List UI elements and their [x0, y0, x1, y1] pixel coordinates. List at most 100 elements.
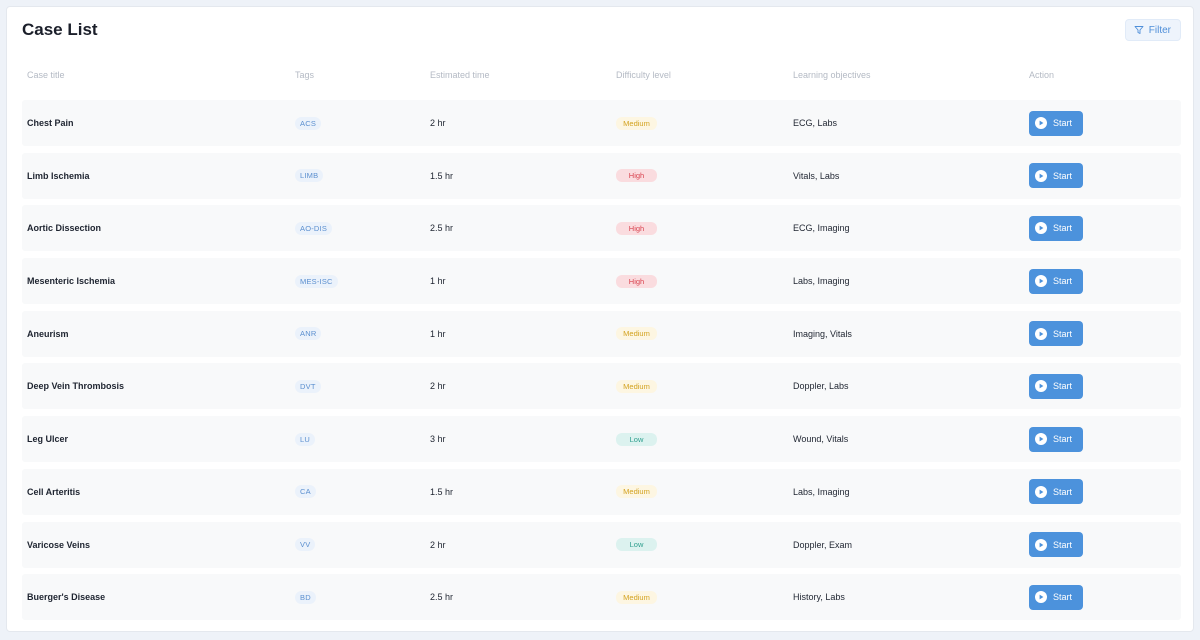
start-button[interactable]: Start [1029, 479, 1083, 505]
play-circle-icon [1035, 591, 1047, 604]
start-button-label: Start [1053, 434, 1073, 445]
table-row: Mesenteric Ischemia MES-ISC 1 hr High La… [22, 258, 1181, 305]
action-cell: Start [1024, 321, 1181, 347]
difficulty-cell: Medium [611, 590, 788, 604]
start-button-label: Start [1053, 539, 1073, 550]
estimated-time: 2.5 hr [430, 223, 454, 234]
tag-cell: ACS [290, 116, 425, 130]
learning-objectives: Labs, Imaging [793, 276, 850, 287]
play-circle-icon [1035, 169, 1047, 182]
case-title: Mesenteric Ischemia [27, 276, 116, 287]
start-button[interactable]: Start [1029, 584, 1083, 610]
estimated-time: 1.5 hr [430, 170, 454, 181]
learning-objectives: History, Labs [793, 592, 845, 603]
case-title: Chest Pain [27, 118, 74, 128]
table-row: Cell Arteritis CA 1.5 hr Medium Labs, Im… [22, 468, 1181, 515]
play-circle-icon [1035, 275, 1047, 288]
table-row: Chest Pain ACS 2 hr Medium ECG, Labs Sta… [22, 100, 1181, 146]
difficulty-badge: Medium [616, 116, 657, 130]
start-button[interactable]: Start [1029, 532, 1083, 557]
filter-button-label: Filter [1148, 24, 1171, 36]
table-header: Case title Tags Estimated time Difficult… [22, 63, 1181, 87]
tag-cell: DVT [290, 379, 425, 393]
case-list-panel: Case List Filter Case title Tags Estimat… [6, 6, 1194, 632]
difficulty-cell: Medium [611, 379, 788, 393]
filter-button[interactable]: Filter [1124, 19, 1181, 41]
difficulty-badge: High [616, 169, 657, 183]
case-tag: LIMB [295, 169, 324, 183]
start-button[interactable]: Start [1029, 373, 1083, 399]
difficulty-badge: Medium [616, 590, 657, 604]
start-button[interactable]: Start [1029, 110, 1083, 136]
case-title: Varicose Veins [27, 539, 91, 550]
difficulty-cell: High [611, 274, 788, 288]
column-header-action: Action [1029, 70, 1055, 80]
tag-cell: VV [290, 538, 425, 551]
estimated-time: 1 hr [430, 328, 446, 339]
learning-objectives: Doppler, Exam [793, 539, 853, 550]
learning-objectives: Doppler, Labs [793, 381, 849, 392]
difficulty-cell: Low [611, 432, 788, 446]
learning-objectives: ECG, Labs [793, 118, 838, 128]
column-header-difficulty-level: Difficulty level [616, 70, 671, 80]
tag-cell: LU [290, 432, 425, 446]
difficulty-cell: Low [611, 538, 788, 551]
learning-objectives: Labs, Imaging [793, 486, 850, 497]
case-tag: AO-DIS [295, 221, 333, 235]
estimated-time: 1.5 hr [430, 486, 454, 497]
start-button-label: Start [1053, 592, 1073, 603]
page-title: Case List [22, 20, 98, 39]
play-circle-icon [1035, 117, 1047, 129]
start-button[interactable]: Start [1029, 321, 1083, 347]
difficulty-cell: High [611, 221, 788, 235]
estimated-time: 3 hr [430, 434, 446, 445]
difficulty-badge: High [616, 221, 657, 235]
start-button[interactable]: Start [1029, 426, 1083, 452]
case-tag: MES-ISC [295, 274, 338, 288]
action-cell: Start [1024, 532, 1181, 557]
action-cell: Start [1024, 426, 1181, 452]
table-row: Limb Ischemia LIMB 1.5 hr High Vitals, L… [22, 152, 1181, 199]
difficulty-badge: High [616, 274, 657, 288]
table-row: Buerger's Disease BD 2.5 hr Medium Histo… [22, 574, 1181, 621]
learning-objectives: Wound, Vitals [793, 434, 849, 445]
table-row: Varicose Veins VV 2 hr Low Doppler, Exam… [22, 521, 1181, 568]
start-button[interactable]: Start [1029, 268, 1083, 294]
start-button-label: Start [1053, 170, 1073, 181]
play-circle-icon [1035, 433, 1047, 446]
column-header-tags: Tags [295, 70, 315, 80]
difficulty-cell: Medium [611, 116, 788, 130]
start-button[interactable]: Start [1029, 163, 1083, 189]
filter-icon [1134, 25, 1144, 35]
tag-cell: MES-ISC [290, 274, 425, 288]
start-button-label: Start [1053, 381, 1073, 392]
difficulty-badge: Low [616, 538, 657, 551]
difficulty-cell: High [611, 169, 788, 183]
case-tag: CA [295, 485, 316, 499]
play-circle-icon [1035, 380, 1047, 393]
play-circle-icon [1035, 222, 1047, 235]
start-button-label: Start [1053, 486, 1073, 497]
play-circle-icon [1035, 538, 1047, 551]
play-circle-icon [1035, 485, 1047, 498]
case-title: Aneurism [27, 328, 69, 339]
difficulty-badge: Low [616, 432, 657, 446]
learning-objectives: ECG, Imaging [793, 223, 850, 234]
column-header-estimated-time: Estimated time [430, 70, 490, 80]
difficulty-badge: Medium [616, 485, 657, 499]
action-cell: Start [1024, 373, 1181, 399]
action-cell: Start [1024, 268, 1181, 294]
case-title: Cell Arteritis [27, 486, 81, 497]
table-row: Aneurism ANR 1 hr Medium Imaging, Vitals… [22, 310, 1181, 357]
column-header-case-title: Case title [27, 70, 65, 80]
start-button-label: Start [1053, 118, 1073, 128]
start-button[interactable]: Start [1029, 215, 1083, 241]
table-row: Aortic Dissection AO-DIS 2.5 hr High ECG… [22, 205, 1181, 252]
case-tag: BD [295, 590, 316, 604]
table-body: Chest Pain ACS 2 hr Medium ECG, Labs Sta… [22, 100, 1181, 621]
difficulty-badge: Medium [616, 327, 657, 341]
case-tag: LU [295, 432, 315, 446]
column-header-learning-objectives: Learning objectives [793, 70, 871, 80]
estimated-time: 2.5 hr [430, 592, 454, 603]
learning-objectives: Vitals, Labs [793, 170, 840, 181]
